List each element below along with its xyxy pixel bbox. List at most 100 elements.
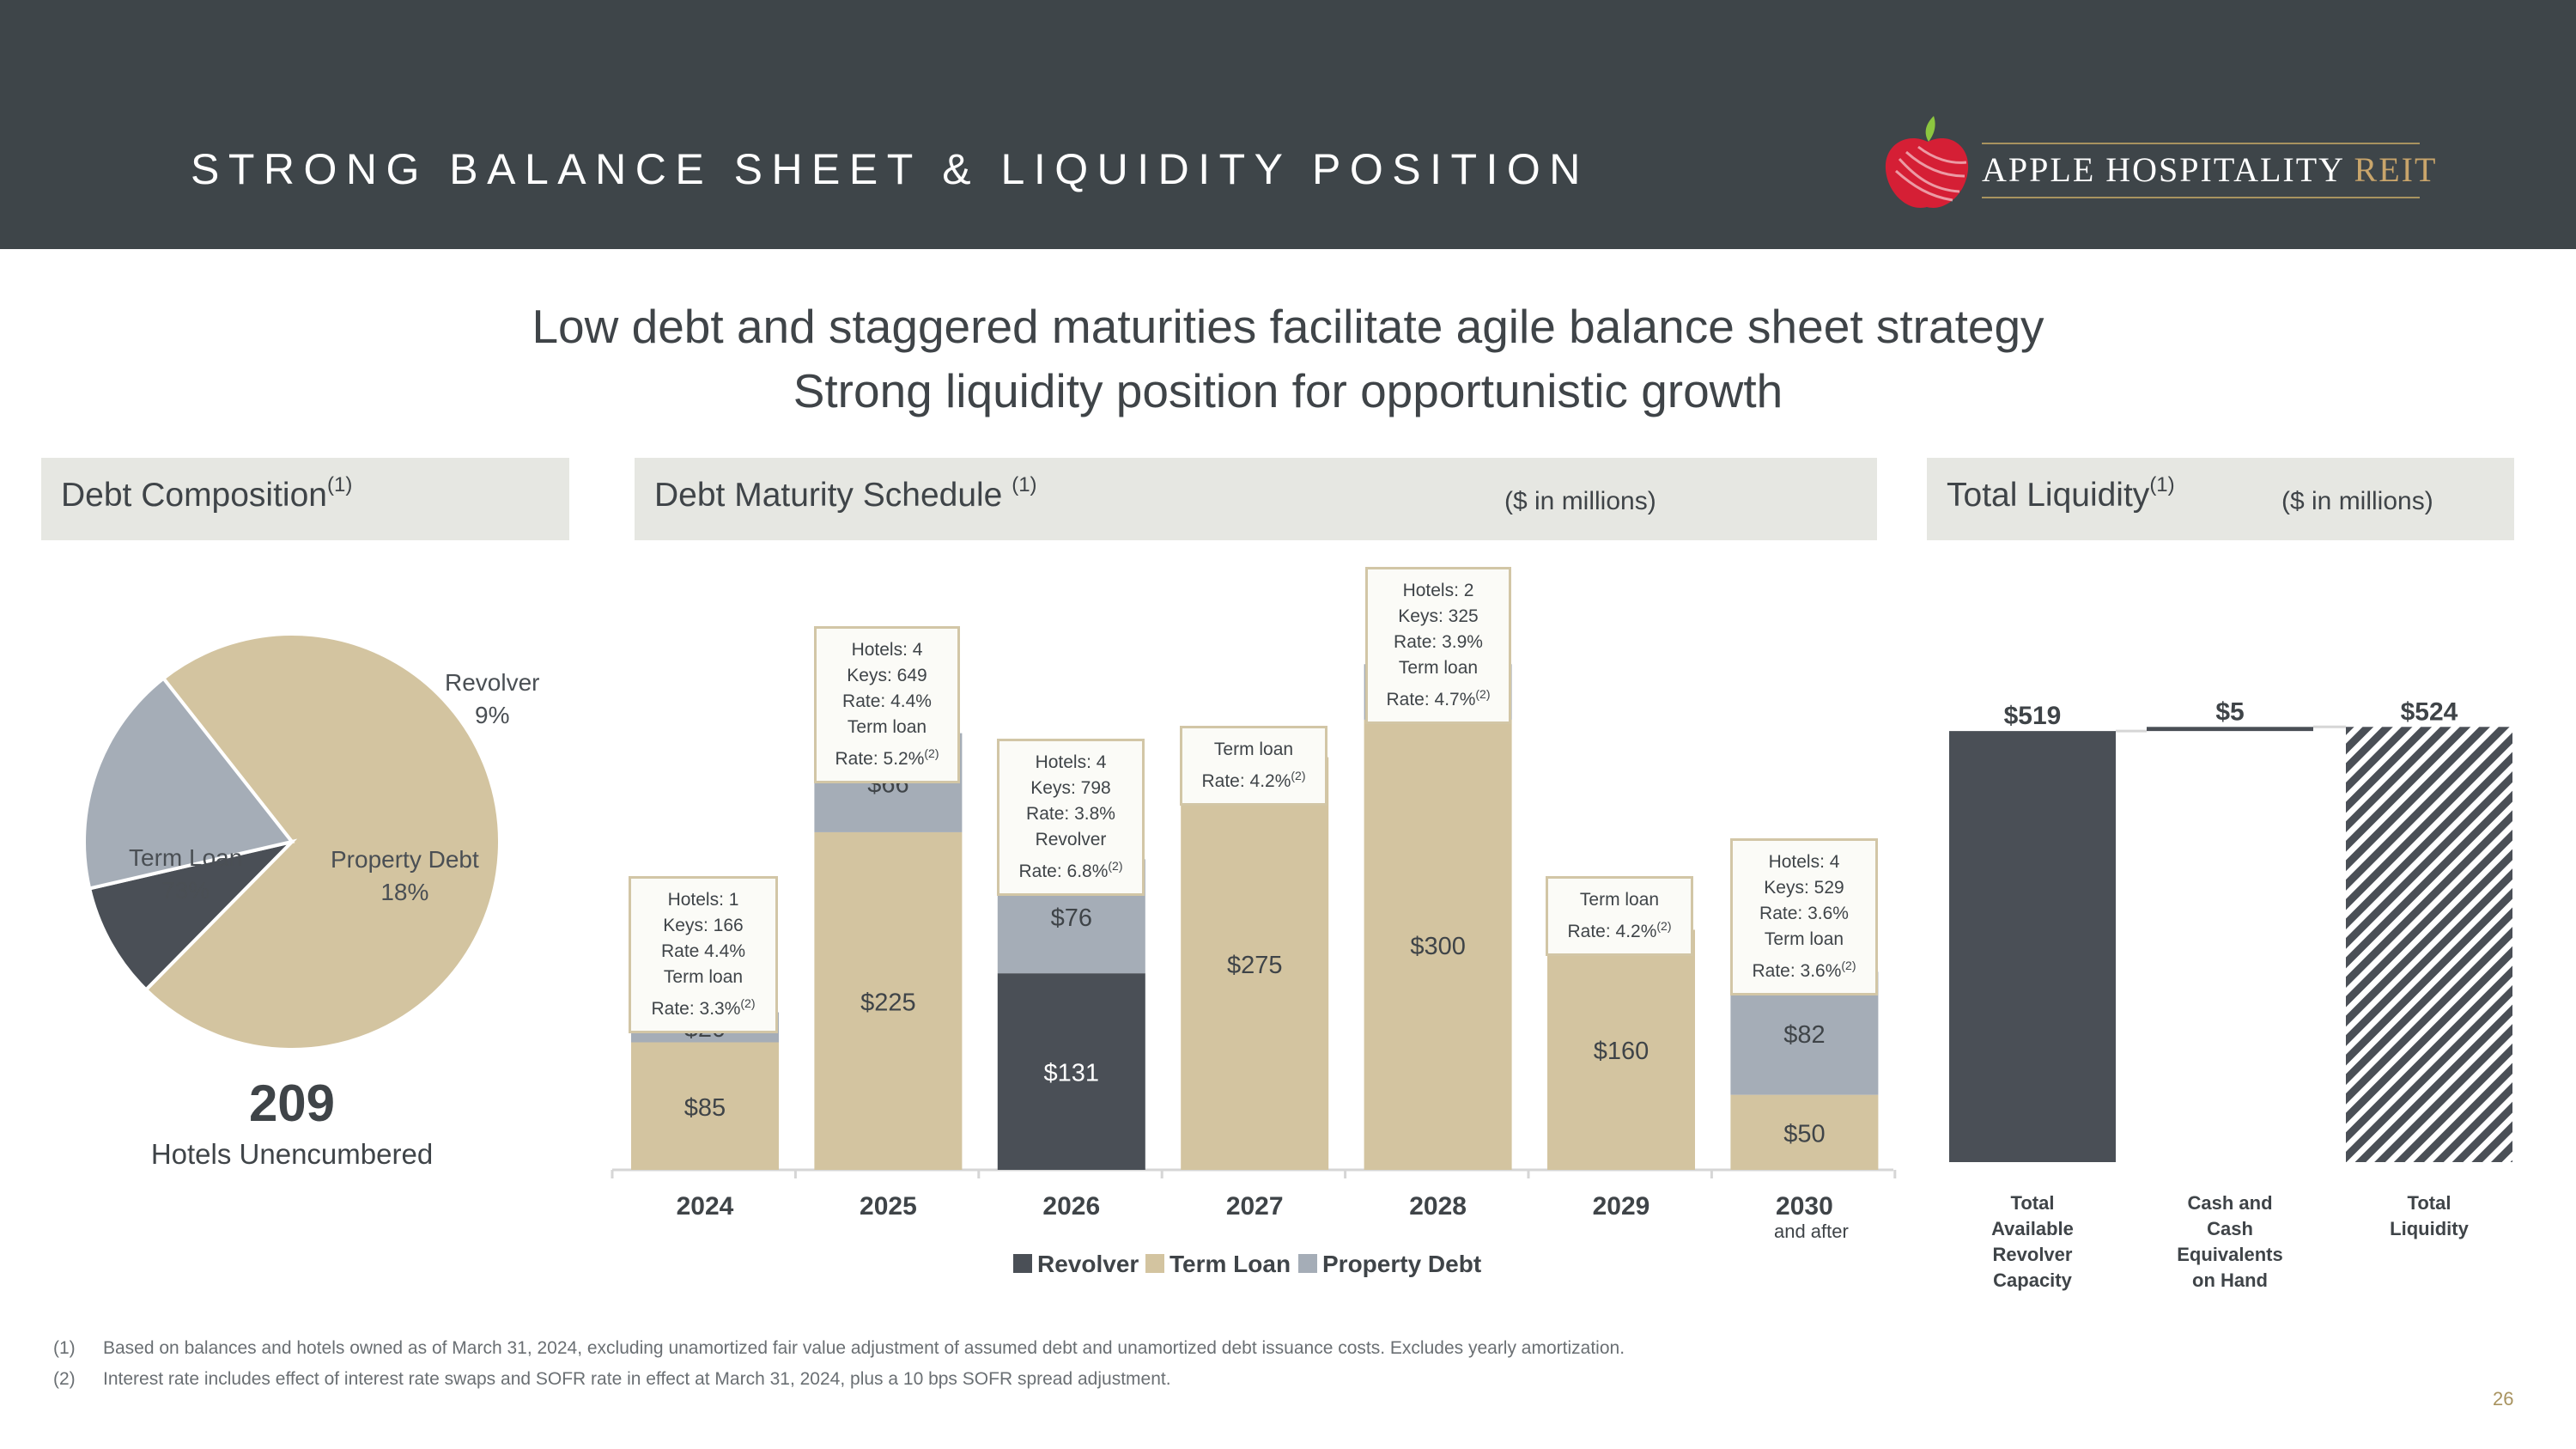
logo-rule-top (1982, 143, 2420, 144)
pie-slice-property-debt (82, 676, 295, 891)
debt-composition-header (41, 458, 569, 540)
callout-2024: Hotels: 1 Keys: 166 Rate 4.4% Term loan Rate… (629, 876, 778, 1033)
x-tick-label: 2024 (677, 1192, 734, 1221)
x-tick-label: 2026 (1042, 1192, 1100, 1221)
total-liquidity-header (1927, 458, 2514, 540)
bar-value-label: $76 (1051, 904, 1092, 932)
bar-value-label: $82 (1783, 1021, 1825, 1049)
x-tick-label: 2029 (1593, 1192, 1650, 1221)
callout-line: Term loan (1579, 890, 1660, 910)
bar-revolver-2026 (997, 973, 1145, 1170)
subtitle-line-1: Low debt and staggered maturities facili… (532, 300, 2044, 353)
legend-label-term-loan: Term Loan (1170, 1251, 1291, 1277)
callout-line: Hotels: 4 (1035, 752, 1107, 772)
callout-footnote-ref: (2) (740, 996, 756, 1010)
debt-maturity-unit: ($ in millions) (1504, 487, 1656, 515)
callout-line: Rate 4.4% (660, 941, 746, 961)
liquidity-category-label: Revolver (1993, 1244, 2073, 1265)
callout-line: Rate: 3.6%(2) (1752, 959, 1856, 981)
callout-line: Term loan (847, 717, 927, 737)
pie-slice-revolver (87, 838, 298, 993)
liquidity-category-label: Liquidity (2390, 1218, 2469, 1239)
page-number: 26 (2493, 1388, 2514, 1409)
bar-term-loan-2025 (814, 831, 963, 1170)
callout-line: Rate: 3.3%(2) (651, 996, 756, 1019)
callout-line: Hotels: 1 (667, 890, 739, 910)
callout-2025: Hotels: 4 Keys: 649 Rate: 4.4% Term loan Rat… (814, 626, 960, 783)
bar-term-loan-2027 (1181, 757, 1329, 1170)
x-tick-label: 2030 (1776, 1192, 1833, 1221)
callout-line: Rate: 3.8% (1026, 804, 1115, 824)
pie-label-revolver: Revolver 9% (445, 669, 540, 728)
liquidity-value-label: $5 (2215, 697, 2244, 726)
bar-value-label: $225 (860, 989, 916, 1016)
callout-2030: Hotels: 4 Keys: 529 Rate: 3.6% Term loan Rat… (1730, 838, 1878, 995)
bar-value-label: $131 (1044, 1060, 1100, 1087)
bar-value-label: $160 (1594, 1038, 1649, 1065)
debt-composition-title: Debt Composition(1) (61, 473, 353, 514)
liquidity-category-label: Capacity (1993, 1269, 2072, 1291)
bar-value-label: $85 (684, 1094, 726, 1122)
callout-footnote-ref: (2) (1656, 919, 1672, 933)
callout-line: Rate: 3.6% (1759, 904, 1849, 923)
callout-line: Rate: 4.4% (842, 691, 932, 711)
callout-line: Hotels: 4 (1768, 852, 1840, 872)
legend-swatch-term-loan (1145, 1254, 1164, 1273)
bar-term-loan-2030 (1730, 1094, 1879, 1170)
liquidity-category-label: on Hand (2192, 1269, 2268, 1291)
callout-line: Keys: 649 (847, 666, 927, 685)
legend-label-property-debt: Property Debt (1322, 1251, 1481, 1277)
debt-maturity-header (635, 458, 1877, 540)
bar-term-loan-2028 (1364, 719, 1512, 1170)
liquidity-bar-1 (1949, 731, 2116, 1162)
callout-line: Revolver (1035, 830, 1107, 849)
subtitle-line-2: Strong liquidity position for opportunis… (793, 364, 1783, 417)
callout-line: Rate: 4.2%(2) (1201, 769, 1306, 791)
footnote-1: (1) Based on balances and hotels owned as… (53, 1338, 1625, 1358)
callout-footnote-ref: (2) (1108, 859, 1123, 873)
callout-line: Rate: 4.2%(2) (1567, 919, 1672, 941)
callout-line: Rate: 5.2%(2) (835, 746, 939, 769)
callout-footnote-ref: (2) (1841, 959, 1856, 972)
liquidity-category-label: Available (1991, 1218, 2074, 1239)
x-tick-label: 2025 (860, 1192, 917, 1221)
callout-line: Keys: 798 (1030, 778, 1111, 798)
liquidity-category-label: Total (2011, 1192, 2055, 1214)
callout-line: Keys: 166 (663, 916, 744, 935)
header-bar (0, 0, 2576, 249)
callout-line: Term loan (1213, 740, 1294, 759)
apple-logo-icon (1885, 116, 1969, 208)
total-liquidity-title: Total Liquidity(1) (1947, 473, 2175, 514)
callout-line: Term loan (1398, 658, 1479, 678)
liquidity-value-label: $524 (2401, 697, 2458, 726)
liquidity-category-label: Total (2408, 1192, 2451, 1214)
callout-line: Term loan (663, 967, 744, 987)
legend-swatch-property-debt (1298, 1254, 1317, 1273)
footnote-2: (2) Interest rate includes effect of inte… (53, 1369, 1171, 1389)
company-logo-text: APPLE HOSPITALITY REIT (1982, 150, 2438, 189)
logo-rule-bottom (1982, 197, 2420, 198)
callout-line: Rate: 3.9% (1394, 632, 1483, 652)
callout-line: Keys: 529 (1764, 878, 1844, 898)
liquidity-category-label: Cash (2207, 1218, 2253, 1239)
pie-label-property-debt: Property Debt 18% (331, 846, 479, 905)
pie-slice-term-loan (143, 632, 501, 1051)
debt-composition-pie-chart (82, 632, 501, 1051)
bar-value-label: $50 (1783, 1120, 1825, 1148)
page-title: STRONG BALANCE SHEET & LIQUIDITY POSITIO… (191, 145, 1589, 193)
x-tick-suffix: and after (1774, 1221, 1849, 1242)
x-tick-label: 2028 (1409, 1192, 1467, 1221)
callout-2026: Hotels: 4 Keys: 798 Rate: 3.8% Revolver Rate… (997, 739, 1145, 896)
callout-footnote-ref: (2) (1475, 687, 1491, 701)
liquidity-value-label: $519 (2004, 702, 2062, 730)
bar-term-loan-2029 (1547, 929, 1695, 1170)
callout-2028: Hotels: 2 Keys: 325 Rate: 3.9% Term loan Rat… (1365, 567, 1511, 724)
callout-line: Hotels: 2 (1402, 581, 1474, 600)
legend-swatch-revolver (1013, 1254, 1032, 1273)
bar-value-label: $275 (1227, 952, 1283, 979)
pie-label-term-loan: Term Loan 73% (129, 844, 243, 904)
liquidity-bar-3 (2346, 727, 2512, 1162)
x-tick-label: 2027 (1226, 1192, 1284, 1221)
callout-line: Rate: 6.8%(2) (1018, 859, 1123, 881)
